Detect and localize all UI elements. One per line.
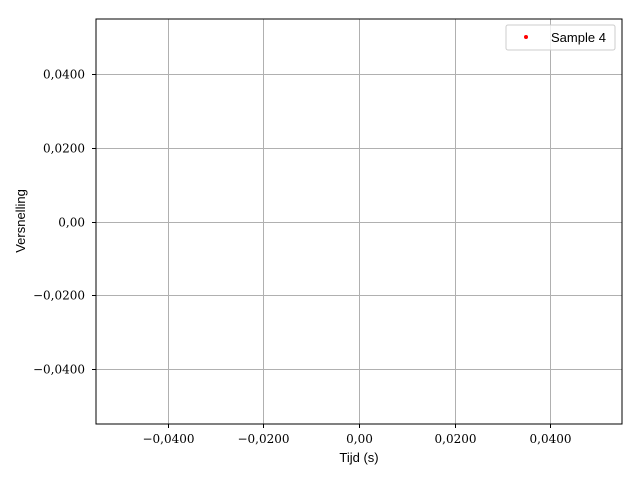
x-axis-label: Tijd (s) (339, 450, 378, 465)
y-axis-label: Versnelling (13, 189, 28, 253)
legend-label-sample-4: Sample 4 (551, 30, 606, 45)
x-tick-label: 0,0400 (530, 432, 572, 446)
y-tick-label: −0,0200 (33, 289, 85, 303)
tick-labels: −0,0400 −0,0200 0,00 0,0200 0,0400 0,0400 0,02… (33, 68, 572, 447)
axis-ticks (92, 74, 551, 428)
plot-frame (95, 18, 623, 425)
x-tick-label: 0,0200 (435, 432, 477, 446)
x-tick-label: −0,0200 (237, 432, 289, 446)
y-tick-label: 0,00 (58, 216, 85, 230)
y-tick-label: 0,0200 (43, 142, 85, 156)
y-tick-label: 0,0400 (43, 68, 85, 82)
y-tick-label: −0,0400 (33, 363, 85, 377)
grid-lines (96, 19, 622, 424)
legend-marker-sample-4 (524, 35, 528, 39)
legend: Sample 4 (505, 24, 616, 51)
legend-box (505, 24, 616, 51)
x-tick-label: 0,00 (346, 432, 373, 446)
x-tick-label: −0,0400 (142, 432, 194, 446)
